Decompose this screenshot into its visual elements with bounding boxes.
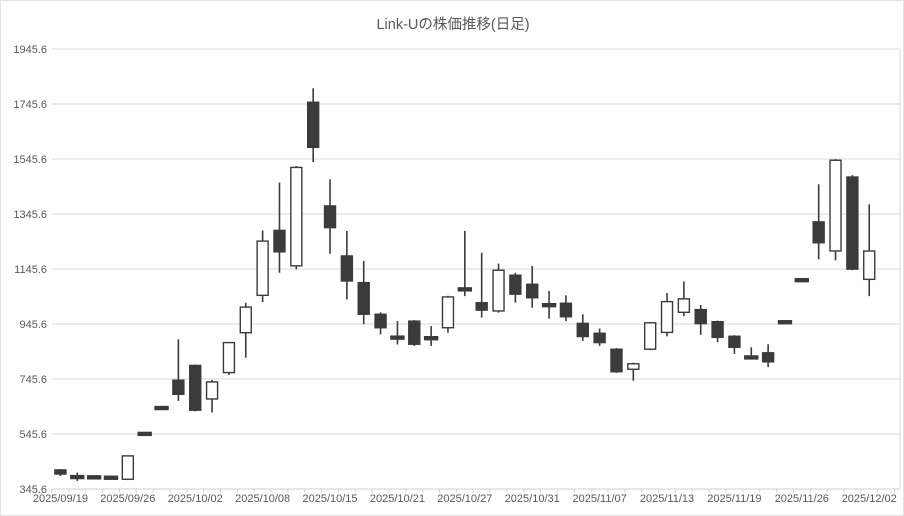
candle-down xyxy=(761,352,775,363)
candle-down xyxy=(323,205,337,229)
candle-up xyxy=(863,250,876,281)
x-axis-label: 2025/11/19 xyxy=(707,493,761,505)
candle-up xyxy=(256,240,269,296)
candle-down xyxy=(340,255,354,282)
y-axis-label: 1145.6 xyxy=(14,264,47,276)
candle-up xyxy=(660,300,674,334)
x-axis-label: 2025/10/15 xyxy=(302,493,357,505)
y-axis-label: 345.6 xyxy=(19,484,47,496)
candle-doji xyxy=(154,405,169,411)
candle-down xyxy=(526,283,539,299)
candle-down xyxy=(593,332,606,344)
y-axis-label: 745.6 xyxy=(19,374,47,386)
chart-title: Link-Uの株価推移(日足) xyxy=(376,17,530,33)
y-axis-label: 945.6 xyxy=(19,319,47,331)
candle-down xyxy=(559,302,573,318)
candle-down xyxy=(306,101,320,149)
candle-down xyxy=(357,281,370,315)
y-axis-label: 1545.6 xyxy=(13,154,47,166)
y-axis-label: 1745.6 xyxy=(13,99,47,111)
candle-down xyxy=(846,176,859,270)
candle-down xyxy=(576,322,589,338)
candle-up xyxy=(441,296,455,329)
x-axis-label: 2025/10/27 xyxy=(437,493,492,505)
candle-up xyxy=(492,269,505,312)
x-axis-label: 2025/11/07 xyxy=(573,493,627,505)
x-axis-label: 2025/10/02 xyxy=(168,493,223,505)
candle-doji xyxy=(86,475,102,480)
candle-down xyxy=(711,320,724,339)
candle-down xyxy=(728,335,741,348)
candle-doji xyxy=(423,335,439,341)
candle-up xyxy=(290,166,303,267)
x-axis-label: 2025/10/08 xyxy=(235,493,290,505)
candle-up xyxy=(643,322,657,350)
candle-doji xyxy=(70,474,85,480)
x-axis-label: 2025/11/26 xyxy=(775,493,829,505)
candle-doji xyxy=(390,335,405,340)
candle-up xyxy=(121,455,135,480)
candle-up xyxy=(829,159,842,252)
candle-down xyxy=(475,302,488,311)
x-axis-label: 2025/11/13 xyxy=(640,493,694,505)
x-axis-label: 2025/10/21 xyxy=(370,493,425,505)
candle-down xyxy=(172,379,185,395)
x-axis-label: 2025/10/31 xyxy=(505,493,560,505)
candle-doji xyxy=(137,431,152,437)
candle-down xyxy=(189,364,202,411)
candle-down xyxy=(694,308,707,325)
candle-up xyxy=(222,341,236,374)
candle-doji xyxy=(541,302,557,308)
candle-up xyxy=(627,363,640,370)
candle-down xyxy=(54,469,67,475)
y-axis-label: 545.6 xyxy=(19,429,47,441)
candle-up xyxy=(239,306,252,334)
candle-doji xyxy=(744,355,759,360)
candle-down xyxy=(610,348,623,373)
candle-down xyxy=(812,221,825,244)
candle-down xyxy=(273,229,286,253)
candle-up xyxy=(677,298,691,314)
y-axis-label: 1345.6 xyxy=(13,209,47,221)
x-axis-label: 2025/12/02 xyxy=(842,493,897,505)
candle-doji xyxy=(103,475,119,480)
candle-doji xyxy=(457,287,473,292)
candle-down xyxy=(374,313,387,329)
candle-doji xyxy=(794,277,810,283)
candle-doji xyxy=(777,320,793,325)
candle-up xyxy=(205,381,219,400)
x-axis-label: 2025/09/19 xyxy=(33,493,88,505)
y-axis-label: 1945.6 xyxy=(13,44,47,56)
candle-down xyxy=(509,274,522,295)
candle-down xyxy=(408,320,421,345)
x-axis-label: 2025/09/26 xyxy=(100,493,155,505)
